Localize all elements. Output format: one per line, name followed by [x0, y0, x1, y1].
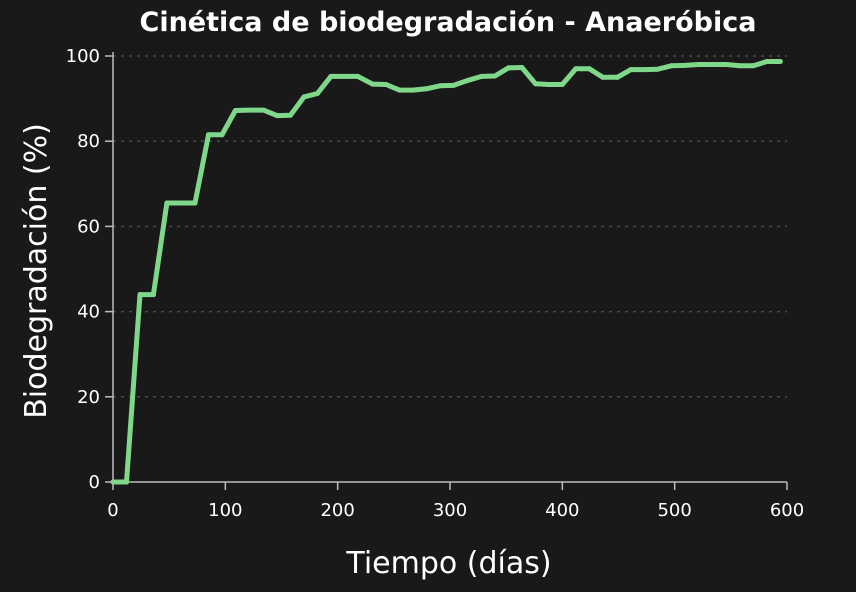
data-point — [137, 292, 143, 298]
data-point — [723, 62, 729, 68]
data-point — [150, 292, 156, 298]
data-point — [682, 62, 688, 68]
data-point — [546, 82, 552, 88]
y-tick-label-0: 0 — [89, 472, 100, 493]
data-point — [668, 63, 674, 69]
data-point — [246, 107, 252, 113]
data-point — [519, 65, 525, 71]
data-point — [505, 65, 511, 71]
data-point — [219, 132, 225, 138]
data-point — [478, 73, 484, 79]
data-point — [492, 73, 498, 79]
data-point — [437, 83, 443, 89]
data-point — [396, 87, 402, 93]
data-point — [301, 94, 307, 100]
x-tick-label-200: 200 — [320, 500, 354, 521]
data-point — [328, 73, 334, 79]
x-tick-label-500: 500 — [657, 500, 691, 521]
x-tick-label-300: 300 — [433, 500, 467, 521]
data-point — [764, 59, 770, 65]
data-point — [287, 112, 293, 118]
y-axis-ticks: 0 20 40 60 80 100 — [66, 46, 113, 493]
chart-title: Cinética de biodegradación - Anaeróbica — [140, 7, 757, 38]
data-point — [614, 74, 620, 80]
data-point — [192, 200, 198, 206]
data-point — [695, 62, 701, 68]
axes — [112, 52, 787, 483]
data-point — [750, 63, 756, 69]
x-tick-label-100: 100 — [208, 500, 242, 521]
x-tick-label-600: 600 — [770, 500, 804, 521]
y-tick-label-60: 60 — [77, 216, 100, 237]
data-point — [423, 86, 429, 92]
data-point — [450, 82, 456, 88]
y-tick-label-20: 20 — [77, 387, 100, 408]
series-line-anaerobic — [110, 59, 783, 485]
x-tick-label-0: 0 — [107, 500, 118, 521]
data-point — [383, 82, 389, 88]
data-point — [709, 62, 715, 68]
data-point — [737, 63, 743, 69]
x-tick-label-400: 400 — [545, 500, 579, 521]
data-point — [261, 107, 267, 113]
y-tick-label-100: 100 — [66, 46, 100, 67]
data-point — [559, 82, 565, 88]
data-point — [586, 66, 592, 72]
x-axis-ticks: 0 100 200 300 400 500 600 — [107, 482, 804, 521]
data-point — [164, 200, 170, 206]
data-point — [532, 81, 538, 87]
data-point — [205, 132, 211, 138]
y-axis-label: Biodegradación (%) — [19, 123, 54, 419]
data-point — [274, 113, 280, 119]
data-point — [464, 78, 470, 84]
data-point — [123, 479, 129, 485]
data-point — [655, 66, 661, 72]
x-axis-label: Tiempo (días) — [345, 546, 551, 581]
gridlines — [113, 55, 787, 398]
y-tick-label-40: 40 — [77, 302, 100, 323]
data-point — [232, 108, 238, 114]
data-point — [179, 200, 185, 206]
data-point — [410, 87, 416, 93]
data-point — [641, 67, 647, 73]
y-tick-label-80: 80 — [77, 131, 100, 152]
data-points — [110, 59, 783, 485]
data-point — [628, 67, 634, 73]
data-point — [369, 81, 375, 87]
data-point — [355, 73, 361, 79]
data-point — [314, 90, 320, 96]
data-point — [110, 479, 116, 485]
data-point — [600, 74, 606, 80]
data-point — [341, 73, 347, 79]
data-point — [777, 59, 783, 65]
data-point — [573, 66, 579, 72]
